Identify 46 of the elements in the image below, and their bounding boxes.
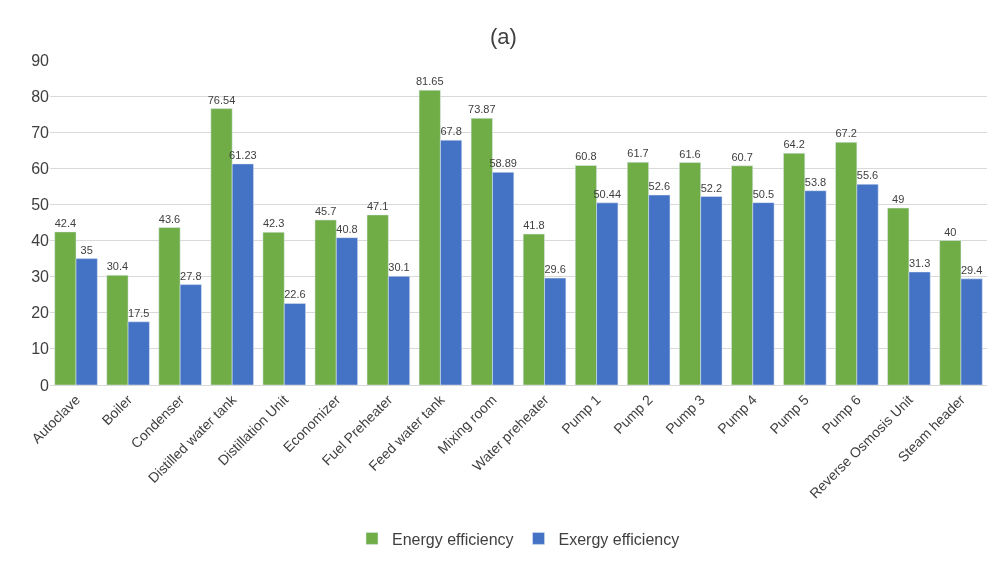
y-tick-label: 90 <box>31 51 50 69</box>
data-label: 50.5 <box>752 187 775 200</box>
data-label: 76.54 <box>207 93 236 106</box>
data-label: 47.1 <box>366 199 389 212</box>
data-label: 49 <box>892 193 905 206</box>
legend-label: Exergy efficiency <box>558 530 680 548</box>
data-label: 29.4 <box>960 263 983 276</box>
y-tick-label: 50 <box>31 196 50 214</box>
data-label: 53.8 <box>804 175 827 188</box>
data-label: 64.2 <box>783 138 805 151</box>
data-label: 45.7 <box>314 204 337 217</box>
y-tick-label: 80 <box>31 87 50 105</box>
data-label: 41.8 <box>523 219 545 232</box>
data-label: 17.5 <box>128 306 150 319</box>
y-tick-label: 30 <box>31 268 50 286</box>
y-tick-label: 20 <box>31 304 50 322</box>
data-label: 81.65 <box>415 75 444 88</box>
data-label: 42.3 <box>262 217 285 230</box>
data-label: 43.6 <box>158 212 181 225</box>
data-label: 31.3 <box>908 256 931 269</box>
y-tick-label: 10 <box>31 340 50 358</box>
y-tick-label: 40 <box>31 232 50 250</box>
data-label: 27.8 <box>180 269 202 282</box>
y-tick-label: 70 <box>31 123 50 141</box>
data-label: 60.7 <box>731 150 753 163</box>
data-label: 61.6 <box>679 147 701 160</box>
data-label: 29.6 <box>544 263 566 276</box>
data-label: 60.8 <box>575 150 597 163</box>
y-tick-label: 0 <box>40 376 50 394</box>
data-label: 22.6 <box>284 288 306 301</box>
data-label: 30.1 <box>388 261 410 274</box>
data-label: 67.2 <box>835 127 857 140</box>
data-label: 52.2 <box>700 181 723 194</box>
data-label: 61.7 <box>627 147 649 160</box>
data-label: 40 <box>944 225 957 238</box>
chart-title: (a) <box>490 23 517 49</box>
data-label: 55.6 <box>856 169 879 182</box>
data-label: 30.4 <box>106 260 129 273</box>
data-label: 73.87 <box>468 103 496 116</box>
data-label: 40.8 <box>336 222 358 235</box>
data-label: 35 <box>80 243 93 256</box>
y-tick-label: 60 <box>31 159 50 177</box>
legend-label: Energy efficiency <box>392 530 514 548</box>
data-label: 67.8 <box>440 125 462 138</box>
data-label: 42.4 <box>54 216 77 229</box>
data-label: 52.6 <box>648 180 671 193</box>
